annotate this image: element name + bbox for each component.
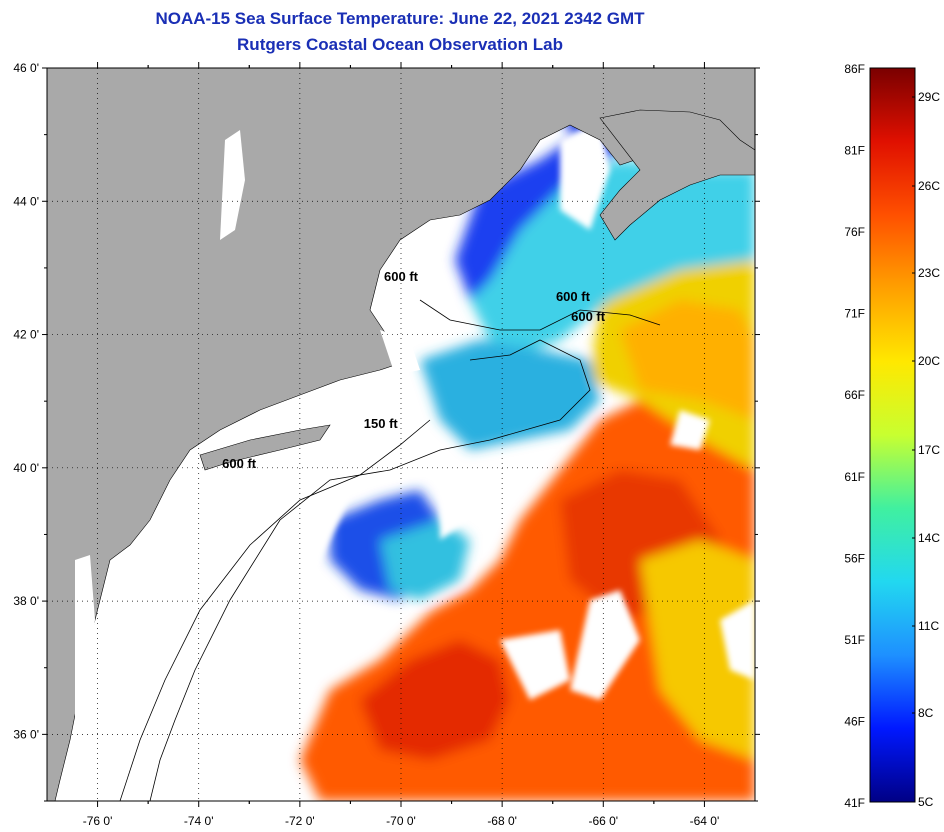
contour-label: 600 ft [556, 289, 591, 304]
map-subtitle: Rutgers Coastal Ocean Observation Lab [237, 35, 563, 54]
land-nova-scotia [599, 109, 755, 241]
colorbar-label-f: 66F [844, 388, 865, 402]
colorbar-label-f: 71F [844, 307, 865, 321]
sst-cool-gulf-maine [470, 160, 755, 360]
contour-600ft-shelfbreak [149, 339, 591, 801]
land-layer [47, 68, 755, 801]
cloud-patch [670, 410, 710, 450]
lat-tick-label: 36 0' [13, 727, 39, 741]
bay-chesapeake [75, 555, 95, 720]
lat-tick-label: 40 0' [13, 461, 39, 475]
contour-label: 600 ft [571, 309, 606, 324]
contour-150ft [119, 419, 431, 801]
sst-cold-coastal-maine [455, 110, 660, 300]
sst-orange-nova [620, 300, 755, 420]
contour-labels: 600 ft 150 ft 600 ft 600 ft 600 ft [222, 269, 606, 471]
sst-cool-shelf-sw [380, 520, 470, 600]
cloud-patch [720, 600, 755, 680]
contour-label: 600 ft [384, 269, 419, 284]
colorbar-label-f: 81F [844, 144, 865, 158]
lat-tick-label: 38 0' [13, 594, 39, 608]
bay-delaware [115, 555, 135, 600]
sst-yellow-patch-se [640, 540, 755, 760]
cloud-patch [500, 630, 570, 700]
colorbar-label-c: 8C [918, 706, 934, 720]
colorbar-label-c: 29C [918, 90, 940, 104]
cloud-patch [440, 460, 480, 540]
colorbar-label-f: 41F [844, 796, 865, 810]
temperature-colorbar [869, 67, 916, 803]
land-long-island [199, 424, 331, 471]
colorbar-label-c: 20C [918, 354, 940, 368]
colorbar-label-c: 14C [918, 531, 940, 545]
colorbar-label-c: 5C [918, 795, 934, 809]
sst-cool-shelf [420, 340, 600, 450]
lon-tick-label: -66 0' [588, 814, 618, 828]
colorbar-labels: 86F 81F 76F 71F 66F 61F 56F 51F 46F 41F 29C 26C 23C 2… [844, 62, 940, 810]
lon-tick-label: -74 0' [184, 814, 214, 828]
colorbar-label-f: 46F [844, 714, 865, 728]
cloud-patch [570, 590, 640, 700]
colorbar-label-f: 51F [844, 633, 865, 647]
colorbar-label-f: 86F [844, 62, 865, 76]
colorbar-label-f: 56F [844, 551, 865, 565]
colorbar-label-f: 61F [844, 470, 865, 484]
colorbar-label-f: 76F [844, 225, 865, 239]
grid-lines [47, 68, 755, 801]
water-bodies [75, 130, 420, 720]
colorbar-label-c: 11C [918, 619, 939, 633]
lon-tick-label: -70 0' [386, 814, 416, 828]
colorbar-label-c: 26C [918, 179, 940, 193]
cape-cod-bay [380, 330, 420, 375]
contour-label: 600 ft [222, 456, 257, 471]
lon-tick-label: -68 0' [487, 814, 517, 828]
lat-tick-label: 46 0' [13, 61, 39, 75]
lat-tick-label: 42 0' [13, 328, 39, 342]
lat-tick-label: 44 0' [13, 194, 39, 208]
contour-label: 150 ft [364, 416, 399, 431]
sst-hot-core [360, 640, 510, 760]
lake [220, 130, 245, 240]
cloud-patch [560, 120, 610, 230]
lon-tick-label: -76 0' [83, 814, 113, 828]
bathymetry-contours [119, 299, 661, 801]
colorbar-label-c: 23C [918, 266, 940, 280]
map-layers [47, 68, 755, 801]
lon-tick-label: -64 0' [690, 814, 720, 828]
map-axes: 46 0' 44 0' 42 0' 40 0' 38 0' 36 0' -76 0' -74 … [13, 61, 760, 828]
lon-tick-label: -72 0' [285, 814, 315, 828]
colorbar-label-c: 17C [918, 443, 940, 457]
map-title: NOAA-15 Sea Surface Temperature: June 22… [155, 9, 645, 28]
contour-600ft-gulf-maine [419, 299, 661, 331]
